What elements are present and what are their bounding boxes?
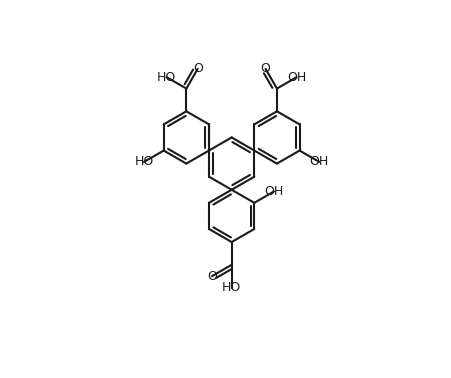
Text: OH: OH xyxy=(264,185,283,198)
Text: OH: OH xyxy=(309,155,328,168)
Text: HO: HO xyxy=(134,155,153,168)
Text: HO: HO xyxy=(221,281,241,294)
Text: O: O xyxy=(260,62,270,75)
Text: O: O xyxy=(193,62,202,75)
Text: OH: OH xyxy=(286,71,306,84)
Text: O: O xyxy=(207,270,216,283)
Text: HO: HO xyxy=(156,71,176,84)
